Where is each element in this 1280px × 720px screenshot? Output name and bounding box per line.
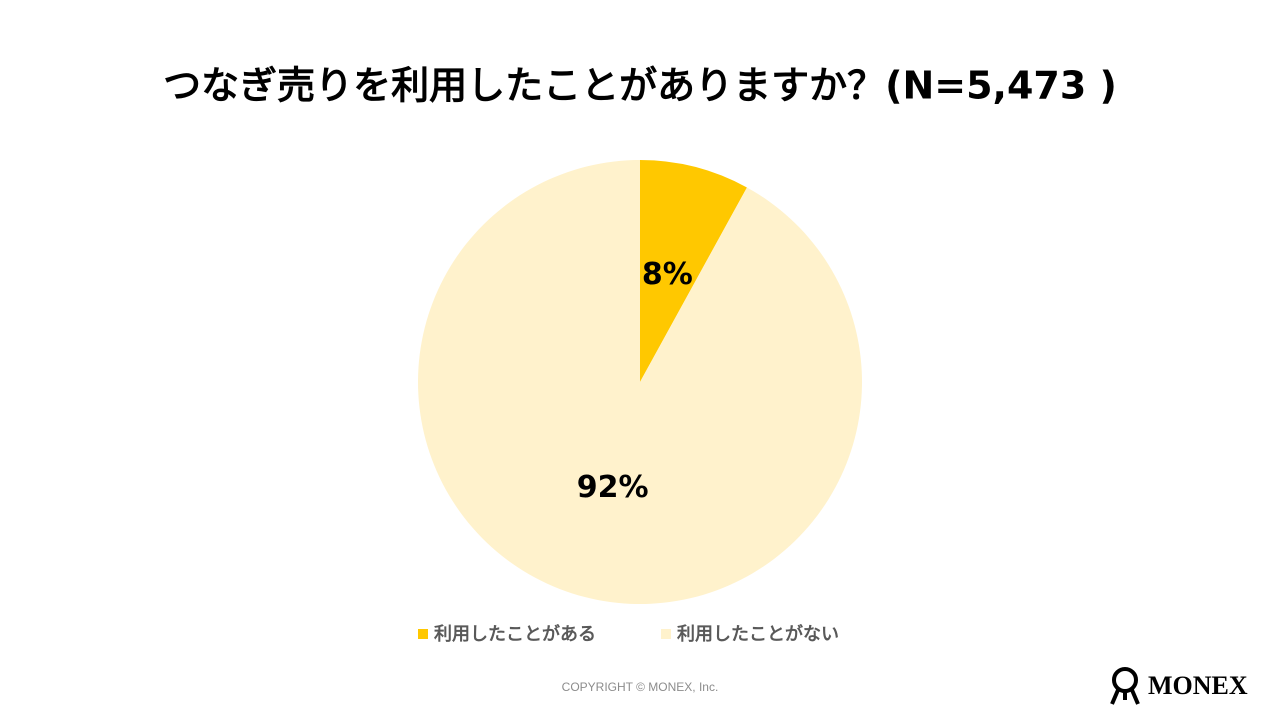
legend-label: 利用したことがある bbox=[434, 623, 596, 645]
data-label: 92% bbox=[577, 470, 649, 505]
logo: MONEX bbox=[1110, 667, 1248, 705]
data-label: 8% bbox=[642, 257, 693, 292]
chart-title: つなぎ売りを利用したことがありますか？(N=5,473 ) bbox=[163, 64, 1117, 108]
legend-swatch bbox=[418, 629, 428, 639]
copyright: COPYRIGHT © MONEX, Inc. bbox=[562, 680, 719, 694]
pie-slice bbox=[640, 160, 747, 382]
logo-icon bbox=[1112, 667, 1138, 693]
pie-slice bbox=[417, 160, 863, 604]
legend-swatch bbox=[661, 629, 671, 639]
legend-label: 利用したことがない bbox=[677, 623, 839, 645]
logo-text: MONEX bbox=[1148, 671, 1248, 700]
logo-icon bbox=[1110, 689, 1140, 705]
